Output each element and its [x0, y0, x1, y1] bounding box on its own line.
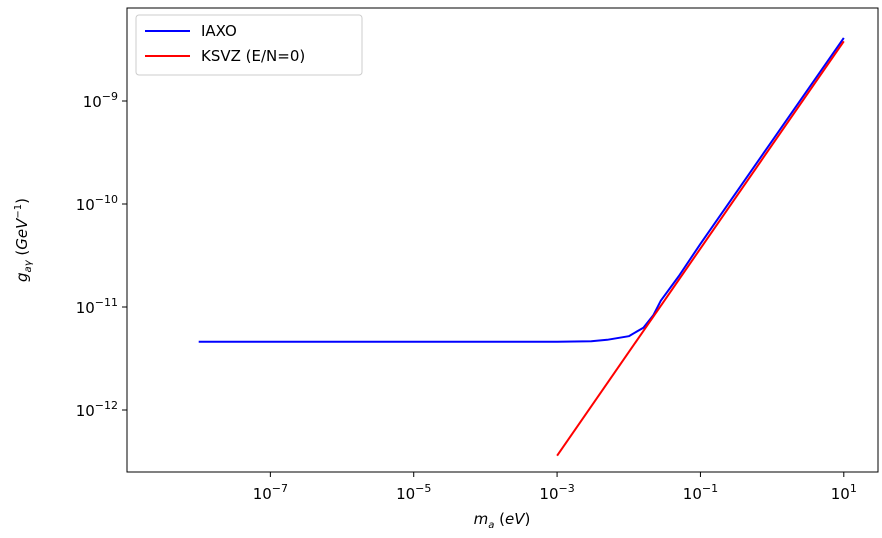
x-tick-label: 10−3: [539, 482, 574, 503]
plot-area: [198, 37, 845, 457]
x-tick-label: 10−1: [683, 482, 718, 503]
plot-frame: [126, 7, 879, 473]
y-axis-label: gaγ (GeV−1): [13, 198, 34, 282]
series-line-iaxo: [198, 37, 845, 343]
legend-box: [135, 14, 363, 76]
x-axis-label: ma (eV): [474, 510, 531, 531]
y-tick-label: 10−9: [83, 90, 118, 111]
y-tick-label: 10−12: [76, 399, 118, 420]
y-tick-label: 10−11: [76, 296, 118, 317]
series-line-ksvz-e-n-0: [556, 40, 845, 457]
legend-label: KSVZ (E/N=0): [201, 47, 305, 65]
y-axis: 10−12 10−11 10−10 10−9: [76, 90, 127, 420]
legend-label: IAXO: [201, 22, 237, 40]
y-tick-label: 10−10: [76, 193, 118, 214]
x-axis: 10−7 10−5 10−3 10−1 101: [253, 472, 857, 503]
legend: IAXO KSVZ (E/N=0): [135, 14, 363, 76]
x-tick-label: 10−7: [253, 482, 288, 503]
x-tick-label: 10−5: [396, 482, 431, 503]
x-tick-label: 101: [831, 482, 857, 503]
